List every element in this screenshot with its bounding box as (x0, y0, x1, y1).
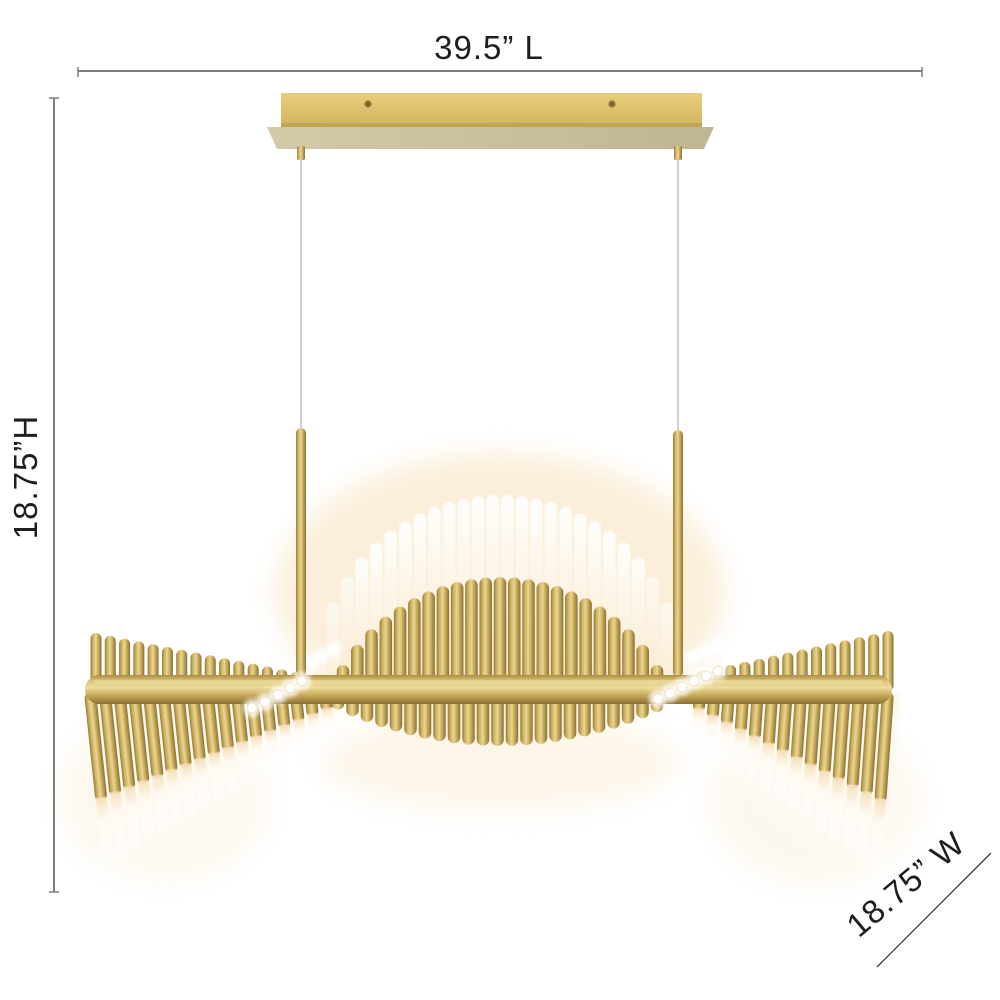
height-dimension-label: 18.75”H (7, 415, 44, 539)
length-dimension-label: 39.5” L (434, 29, 544, 66)
suspension-cables (297, 146, 682, 432)
ceiling-canopy (267, 93, 714, 149)
suspension-rods (296, 428, 683, 677)
chandelier-fixture (60, 93, 920, 907)
width-dimension-line (876, 852, 992, 968)
fan-tubes-below (84, 691, 901, 907)
led-dots (243, 662, 727, 717)
center-bar (85, 675, 892, 704)
